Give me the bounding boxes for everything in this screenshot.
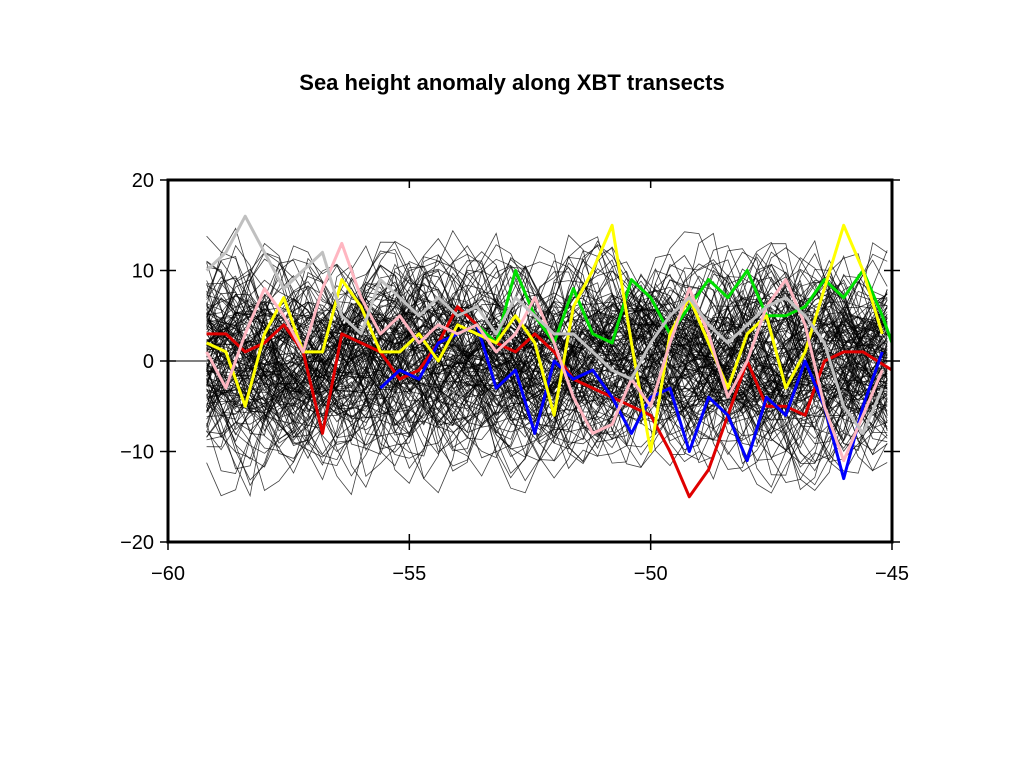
axes-group: −60 −55 −50 −45 20 10 0 −10 −20 — [120, 170, 909, 585]
x-tick-label: −45 — [875, 563, 909, 585]
background-series-line — [206, 271, 888, 496]
background-series-line — [206, 232, 888, 466]
background-series-line — [206, 229, 888, 464]
background-series-line — [206, 253, 888, 470]
highlight-series-group — [205, 214, 894, 499]
highlight-series-line-1 — [206, 305, 893, 499]
background-series-line — [206, 299, 888, 417]
y-tick-label: −20 — [120, 532, 154, 554]
background-series-line — [206, 311, 888, 393]
y-tick-label: 0 — [143, 351, 154, 373]
background-series-line — [206, 313, 888, 432]
background-series-line — [206, 319, 888, 438]
background-series-line — [206, 293, 888, 396]
x-tick-label: −50 — [634, 563, 668, 585]
background-series-line — [206, 280, 888, 445]
highlight-series-line-6 — [205, 214, 884, 435]
background-series-line — [206, 276, 888, 494]
y-tick-label: 10 — [132, 261, 154, 283]
background-series-line — [206, 308, 888, 386]
y-tick-label: −10 — [120, 442, 154, 464]
background-series-line — [206, 262, 888, 497]
highlight-series-line-5 — [205, 241, 884, 463]
background-series-line — [206, 311, 888, 426]
highlight-series-line-4 — [205, 223, 884, 453]
background-series-group — [206, 227, 888, 498]
background-series-line — [206, 258, 888, 440]
background-series-line — [206, 259, 888, 435]
background-series-line — [206, 321, 888, 421]
x-tick-label: −60 — [151, 563, 185, 585]
chart-title: Sea height anomaly along XBT transects — [299, 70, 725, 95]
background-series-line — [206, 247, 888, 452]
background-series-line — [206, 293, 888, 440]
background-series-line — [206, 273, 888, 426]
y-tick-label: 20 — [132, 170, 154, 192]
x-tick-label: −55 — [392, 563, 426, 585]
